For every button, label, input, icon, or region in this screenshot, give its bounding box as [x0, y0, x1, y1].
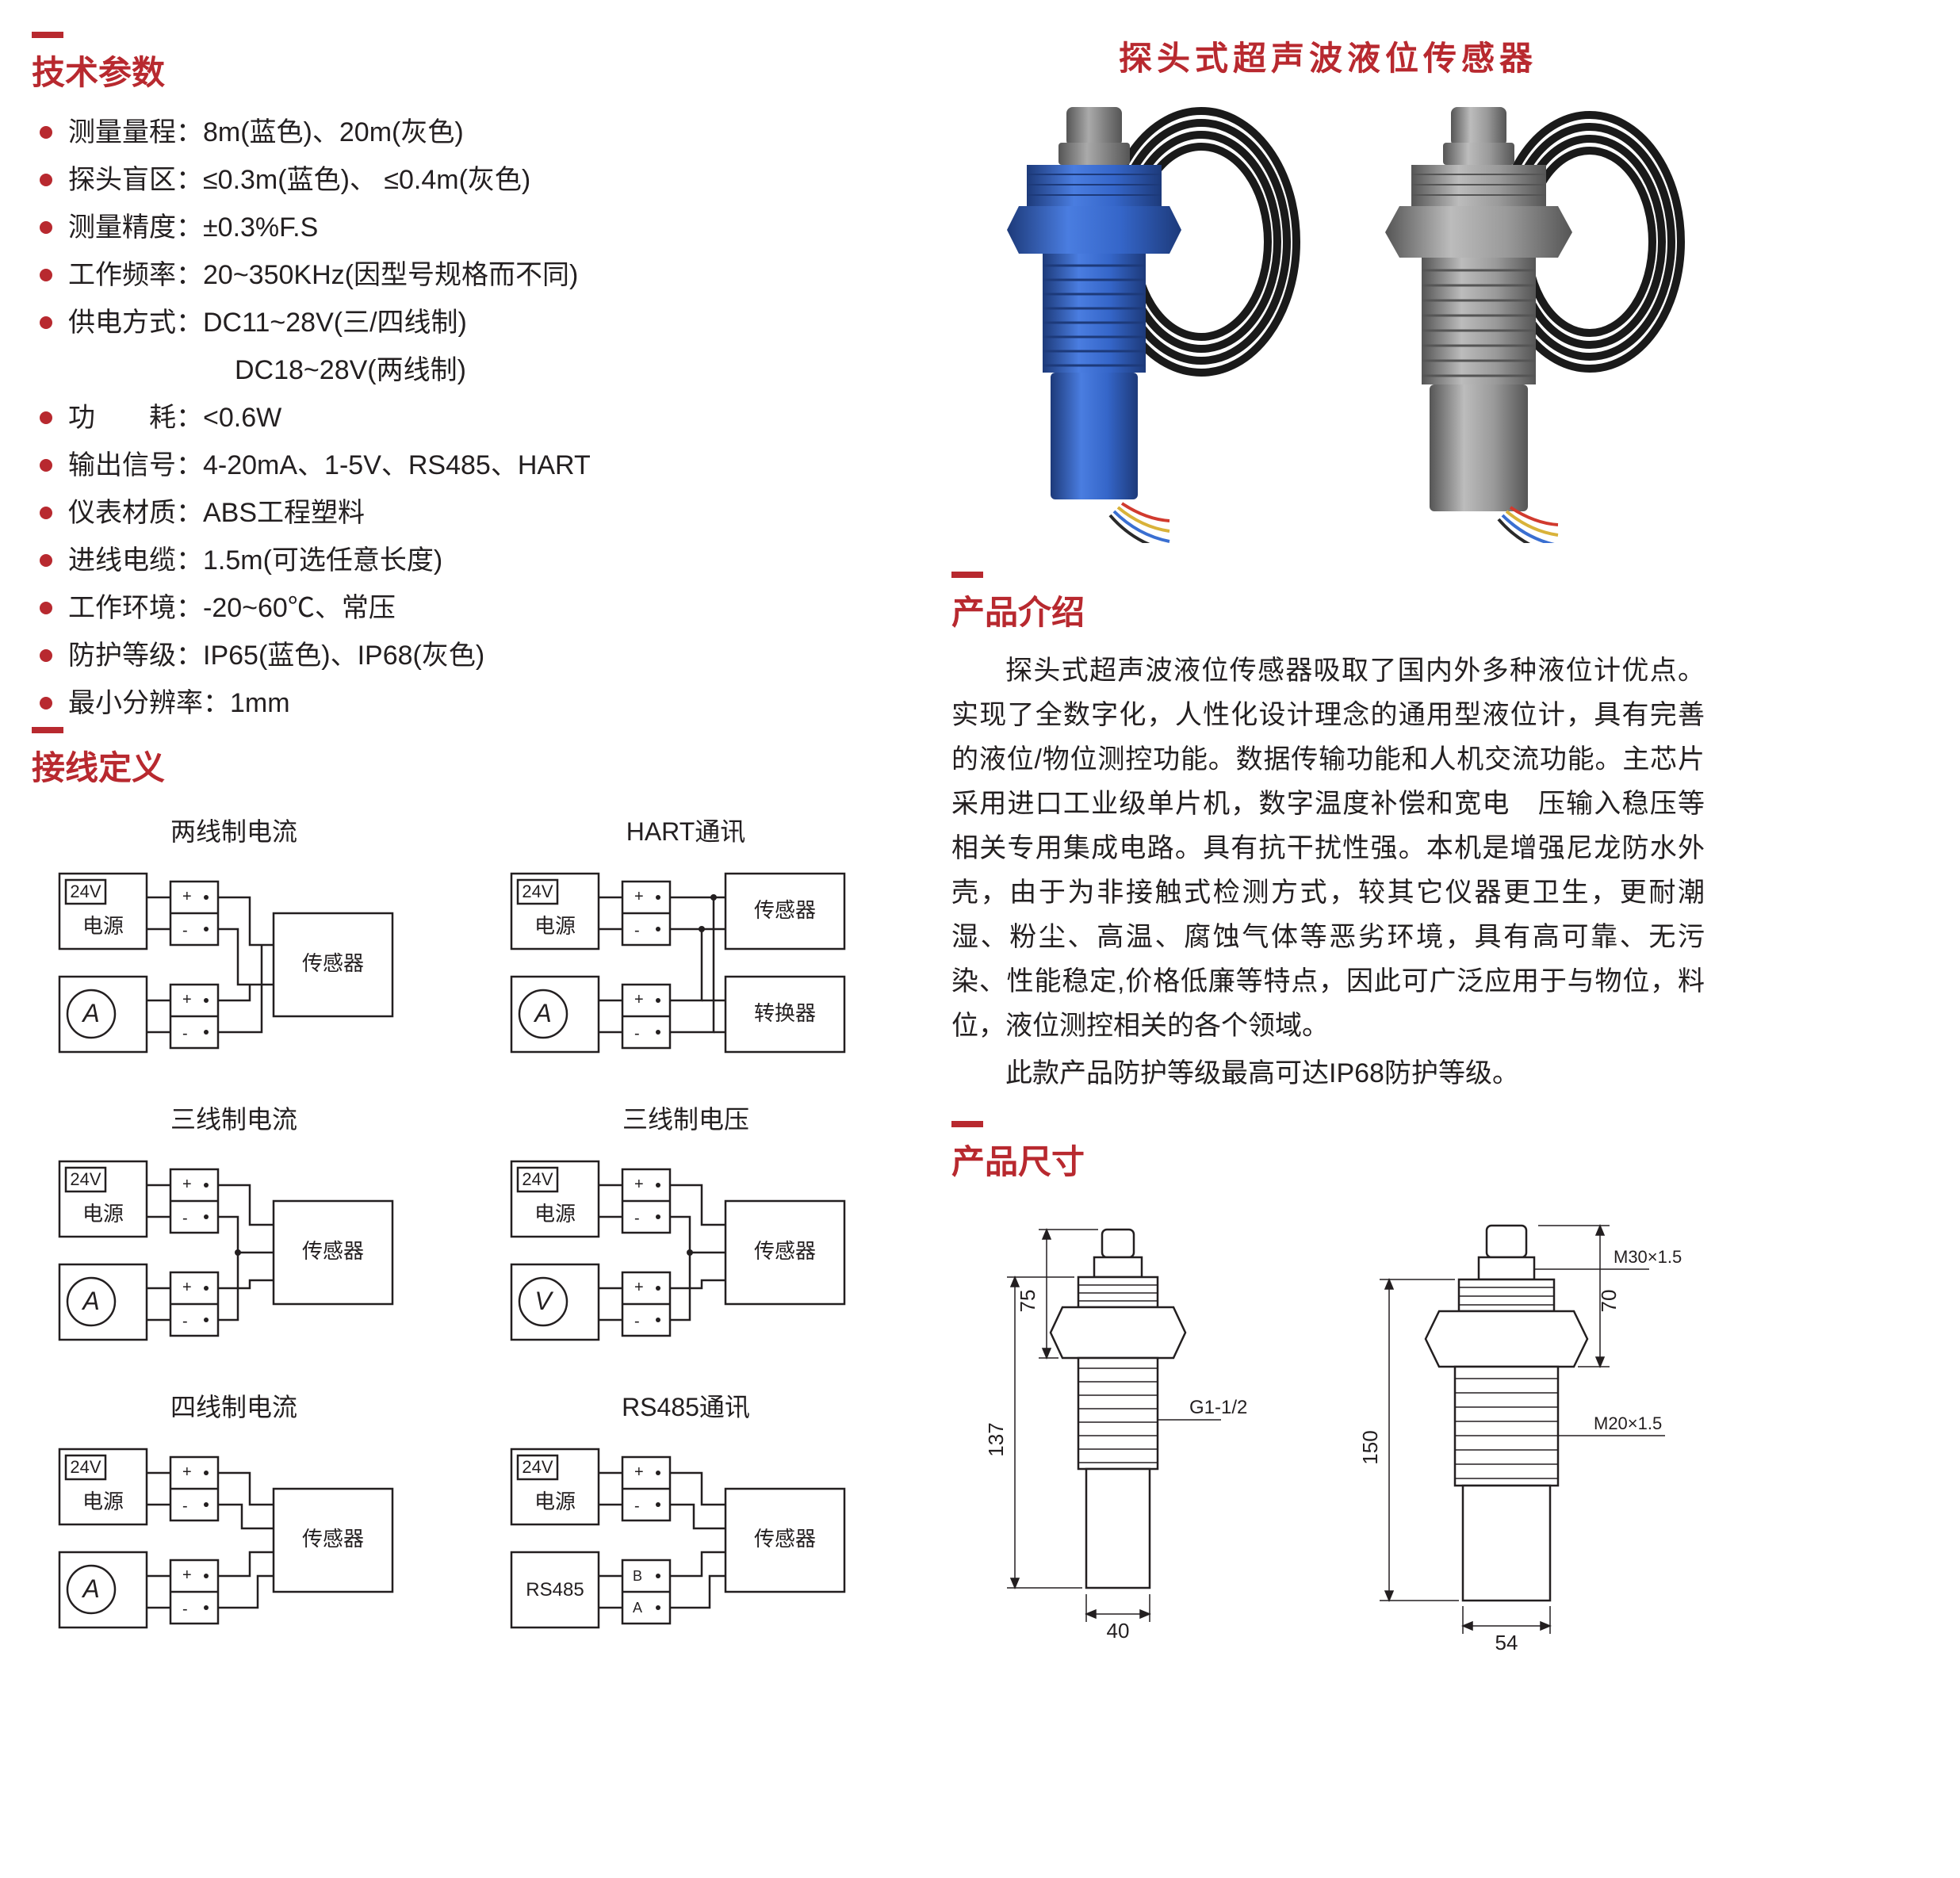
- dimension-drawings: 137 75 40 G1-1/2: [951, 1214, 1705, 1658]
- spec-item: 工作频率：20~350KHz(因型号规格而不同): [40, 251, 888, 299]
- blue-probe-photo: [971, 99, 1304, 543]
- wiring-diagram-three-wire-voltage: 24V 电源 V 传感器 + - + -: [484, 1146, 888, 1360]
- svg-text:A: A: [81, 1574, 99, 1603]
- svg-text:G1-1/2: G1-1/2: [1189, 1397, 1247, 1418]
- svg-text:传感器: 传感器: [302, 1527, 364, 1551]
- svg-text:-: -: [634, 1497, 640, 1515]
- svg-text:24V: 24V: [522, 882, 553, 901]
- wiring-cell-title: 三线制电流: [32, 1100, 436, 1136]
- spec-item: 进线电缆：1.5m(可选任意长度): [40, 537, 888, 584]
- product-photos: [951, 99, 1705, 543]
- svg-text:-: -: [634, 922, 640, 939]
- svg-text:电源: 电源: [82, 1202, 124, 1226]
- wiring-cell-title: RS485通讯: [484, 1387, 888, 1424]
- dimension-drawing-left: 137 75 40 G1-1/2: [951, 1214, 1284, 1658]
- svg-text:传感器: 传感器: [754, 898, 816, 922]
- svg-text:传感器: 传感器: [754, 1239, 816, 1263]
- svg-text:电源: 电源: [82, 1490, 124, 1513]
- svg-text:A: A: [81, 999, 99, 1027]
- spec-item: 工作环境：-20~60℃、常压: [40, 584, 888, 632]
- svg-text:75: 75: [1016, 1290, 1039, 1313]
- wiring-cell-title: 四线制电流: [32, 1387, 436, 1424]
- svg-text:-: -: [634, 1313, 640, 1330]
- svg-text:+: +: [634, 1176, 644, 1193]
- svg-text:转换器: 转换器: [754, 1001, 816, 1025]
- svg-text:-: -: [182, 922, 188, 939]
- wiring-diagram-hart: 24V 电源 A 传感器 转换器 + - + -: [484, 858, 888, 1072]
- wiring-cell-title: HART通讯: [484, 812, 888, 848]
- intro-title: 产品介绍: [951, 572, 1085, 634]
- wiring-cell-title: 三线制电压: [484, 1100, 888, 1136]
- svg-text:电源: 电源: [534, 1202, 576, 1226]
- wiring-diagram-rs485: 24V 电源 RS485 传感器 + - B A: [484, 1433, 888, 1647]
- wiring-title: 接线定义: [32, 727, 165, 790]
- svg-text:+: +: [634, 888, 644, 905]
- spec-item: 功 耗：<0.6W: [40, 394, 888, 442]
- spec-item: 输出信号：4-20mA、1-5V、RS485、HART: [40, 442, 888, 489]
- intro-p2: 此款产品防护等级最高可达IP68防护等级。: [951, 1051, 1705, 1096]
- svg-text:传感器: 传感器: [754, 1527, 816, 1551]
- spec-item: 仪表材质：ABS工程塑料: [40, 489, 888, 537]
- svg-text:+: +: [182, 1566, 192, 1584]
- spec-item: 最小分辨率：1mm: [40, 679, 888, 727]
- svg-text:M30×1.5: M30×1.5: [1614, 1247, 1682, 1267]
- svg-text:电源: 电源: [534, 1490, 576, 1513]
- dimension-drawing-right: 150 70 54 M30×1.5 M20×1.5: [1332, 1214, 1705, 1658]
- svg-text:40: 40: [1107, 1619, 1130, 1643]
- spec-item: 测量精度：±0.3%F.S: [40, 204, 888, 251]
- svg-text:24V: 24V: [70, 1457, 101, 1477]
- svg-text:电源: 电源: [82, 914, 124, 938]
- svg-text:+: +: [182, 991, 192, 1008]
- wiring-diagram-two-wire: 24V 电源 A 传感器 + - + -: [32, 858, 436, 1072]
- svg-text:传感器: 传感器: [302, 1239, 364, 1263]
- svg-text:-: -: [182, 1313, 188, 1330]
- svg-text:RS485: RS485: [526, 1579, 584, 1601]
- product-header: 探头式超声波液位传感器: [951, 32, 1705, 80]
- svg-text:A: A: [81, 1287, 99, 1315]
- svg-text:-: -: [182, 1025, 188, 1042]
- wiring-diagram-three-wire-current: 24V 电源 A 传感器 + - + -: [32, 1146, 436, 1360]
- svg-text:+: +: [634, 991, 644, 1008]
- svg-text:54: 54: [1495, 1631, 1518, 1654]
- svg-text:24V: 24V: [522, 1169, 553, 1189]
- spec-item: 供电方式：DC11~28V(三/四线制): [40, 299, 888, 346]
- svg-text:70: 70: [1597, 1290, 1621, 1313]
- wiring-grid: 两线制电流: [32, 812, 888, 1651]
- svg-text:+: +: [182, 1176, 192, 1193]
- svg-text:B: B: [633, 1568, 642, 1584]
- svg-text:A: A: [533, 999, 551, 1027]
- svg-text:-: -: [182, 1497, 188, 1515]
- svg-text:137: 137: [984, 1422, 1008, 1456]
- intro-text: 探头式超声波液位传感器吸取了国内外多种液位计优点。实现了全数字化，人性化设计理念…: [951, 648, 1705, 1096]
- svg-text:传感器: 传感器: [302, 951, 364, 975]
- svg-text:+: +: [634, 1279, 644, 1296]
- svg-text:24V: 24V: [70, 1169, 101, 1189]
- svg-text:V: V: [534, 1287, 553, 1315]
- specs-list: 测量量程：8m(蓝色)、20m(灰色) 探头盲区：≤0.3m(蓝色)、 ≤0.4…: [32, 109, 888, 727]
- svg-text:24V: 24V: [522, 1457, 553, 1477]
- grey-probe-photo: [1352, 99, 1685, 543]
- svg-text:电源: 电源: [534, 914, 576, 938]
- svg-text:-: -: [634, 1025, 640, 1042]
- svg-text:M20×1.5: M20×1.5: [1594, 1413, 1662, 1433]
- svg-text:+: +: [182, 1279, 192, 1296]
- spec-item-cont: DC18~28V(两线制): [40, 346, 888, 394]
- svg-text:-: -: [182, 1601, 188, 1618]
- svg-text:-: -: [634, 1210, 640, 1227]
- svg-text:+: +: [182, 1463, 192, 1481]
- spec-item: 防护等级：IP65(蓝色)、IP68(灰色): [40, 632, 888, 679]
- wiring-diagram-four-wire: 24V 电源 A 传感器 + - + -: [32, 1433, 436, 1647]
- intro-p1: 探头式超声波液位传感器吸取了国内外多种液位计优点。实现了全数字化，人性化设计理念…: [951, 648, 1705, 1048]
- specs-title: 技术参数: [32, 32, 165, 94]
- spec-item: 探头盲区：≤0.3m(蓝色)、 ≤0.4m(灰色): [40, 156, 888, 204]
- svg-text:A: A: [633, 1600, 642, 1616]
- svg-text:24V: 24V: [70, 882, 101, 901]
- spec-item: 测量量程：8m(蓝色)、20m(灰色): [40, 109, 888, 156]
- svg-text:-: -: [182, 1210, 188, 1227]
- svg-text:+: +: [634, 1463, 644, 1481]
- svg-text:+: +: [182, 888, 192, 905]
- dimensions-title: 产品尺寸: [951, 1121, 1085, 1184]
- wiring-cell-title: 两线制电流: [32, 812, 436, 848]
- svg-text:150: 150: [1358, 1430, 1382, 1464]
